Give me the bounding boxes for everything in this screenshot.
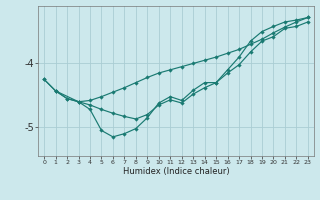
X-axis label: Humidex (Indice chaleur): Humidex (Indice chaleur) [123,167,229,176]
